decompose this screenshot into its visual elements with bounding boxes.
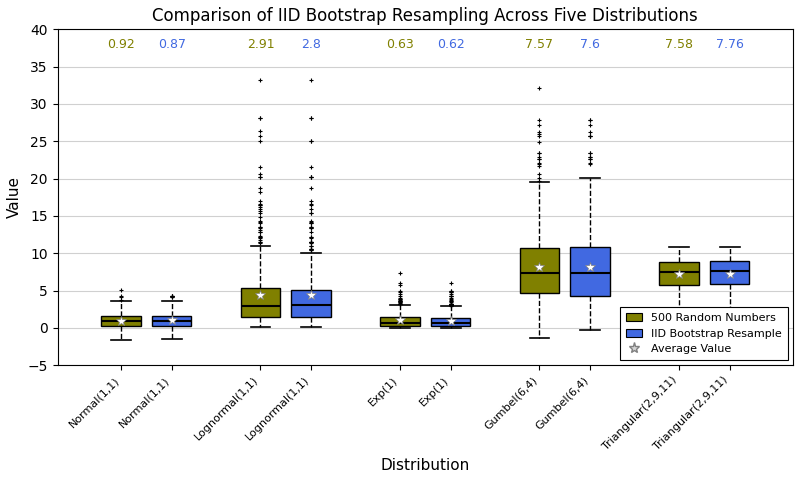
X-axis label: Distribution: Distribution: [381, 458, 470, 473]
Text: 0.63: 0.63: [386, 38, 414, 51]
PathPatch shape: [710, 262, 750, 284]
PathPatch shape: [102, 315, 141, 325]
Text: 7.6: 7.6: [580, 38, 600, 51]
Legend: 500 Random Numbers, IID Bootstrap Resample, Average Value: 500 Random Numbers, IID Bootstrap Resamp…: [620, 307, 787, 360]
Y-axis label: Value: Value: [7, 176, 22, 218]
PathPatch shape: [520, 248, 559, 293]
PathPatch shape: [380, 317, 420, 326]
Text: 7.57: 7.57: [526, 38, 554, 51]
PathPatch shape: [659, 262, 698, 285]
Text: 7.76: 7.76: [716, 38, 743, 51]
Text: 0.92: 0.92: [107, 38, 135, 51]
Text: 2.8: 2.8: [302, 38, 321, 51]
PathPatch shape: [570, 247, 610, 296]
PathPatch shape: [431, 318, 470, 326]
PathPatch shape: [241, 288, 280, 317]
PathPatch shape: [291, 290, 331, 317]
PathPatch shape: [152, 316, 191, 325]
Title: Comparison of IID Bootstrap Resampling Across Five Distributions: Comparison of IID Bootstrap Resampling A…: [153, 7, 698, 25]
Text: 0.62: 0.62: [437, 38, 465, 51]
Text: 7.58: 7.58: [665, 38, 693, 51]
Text: 0.87: 0.87: [158, 38, 186, 51]
Text: 2.91: 2.91: [246, 38, 274, 51]
